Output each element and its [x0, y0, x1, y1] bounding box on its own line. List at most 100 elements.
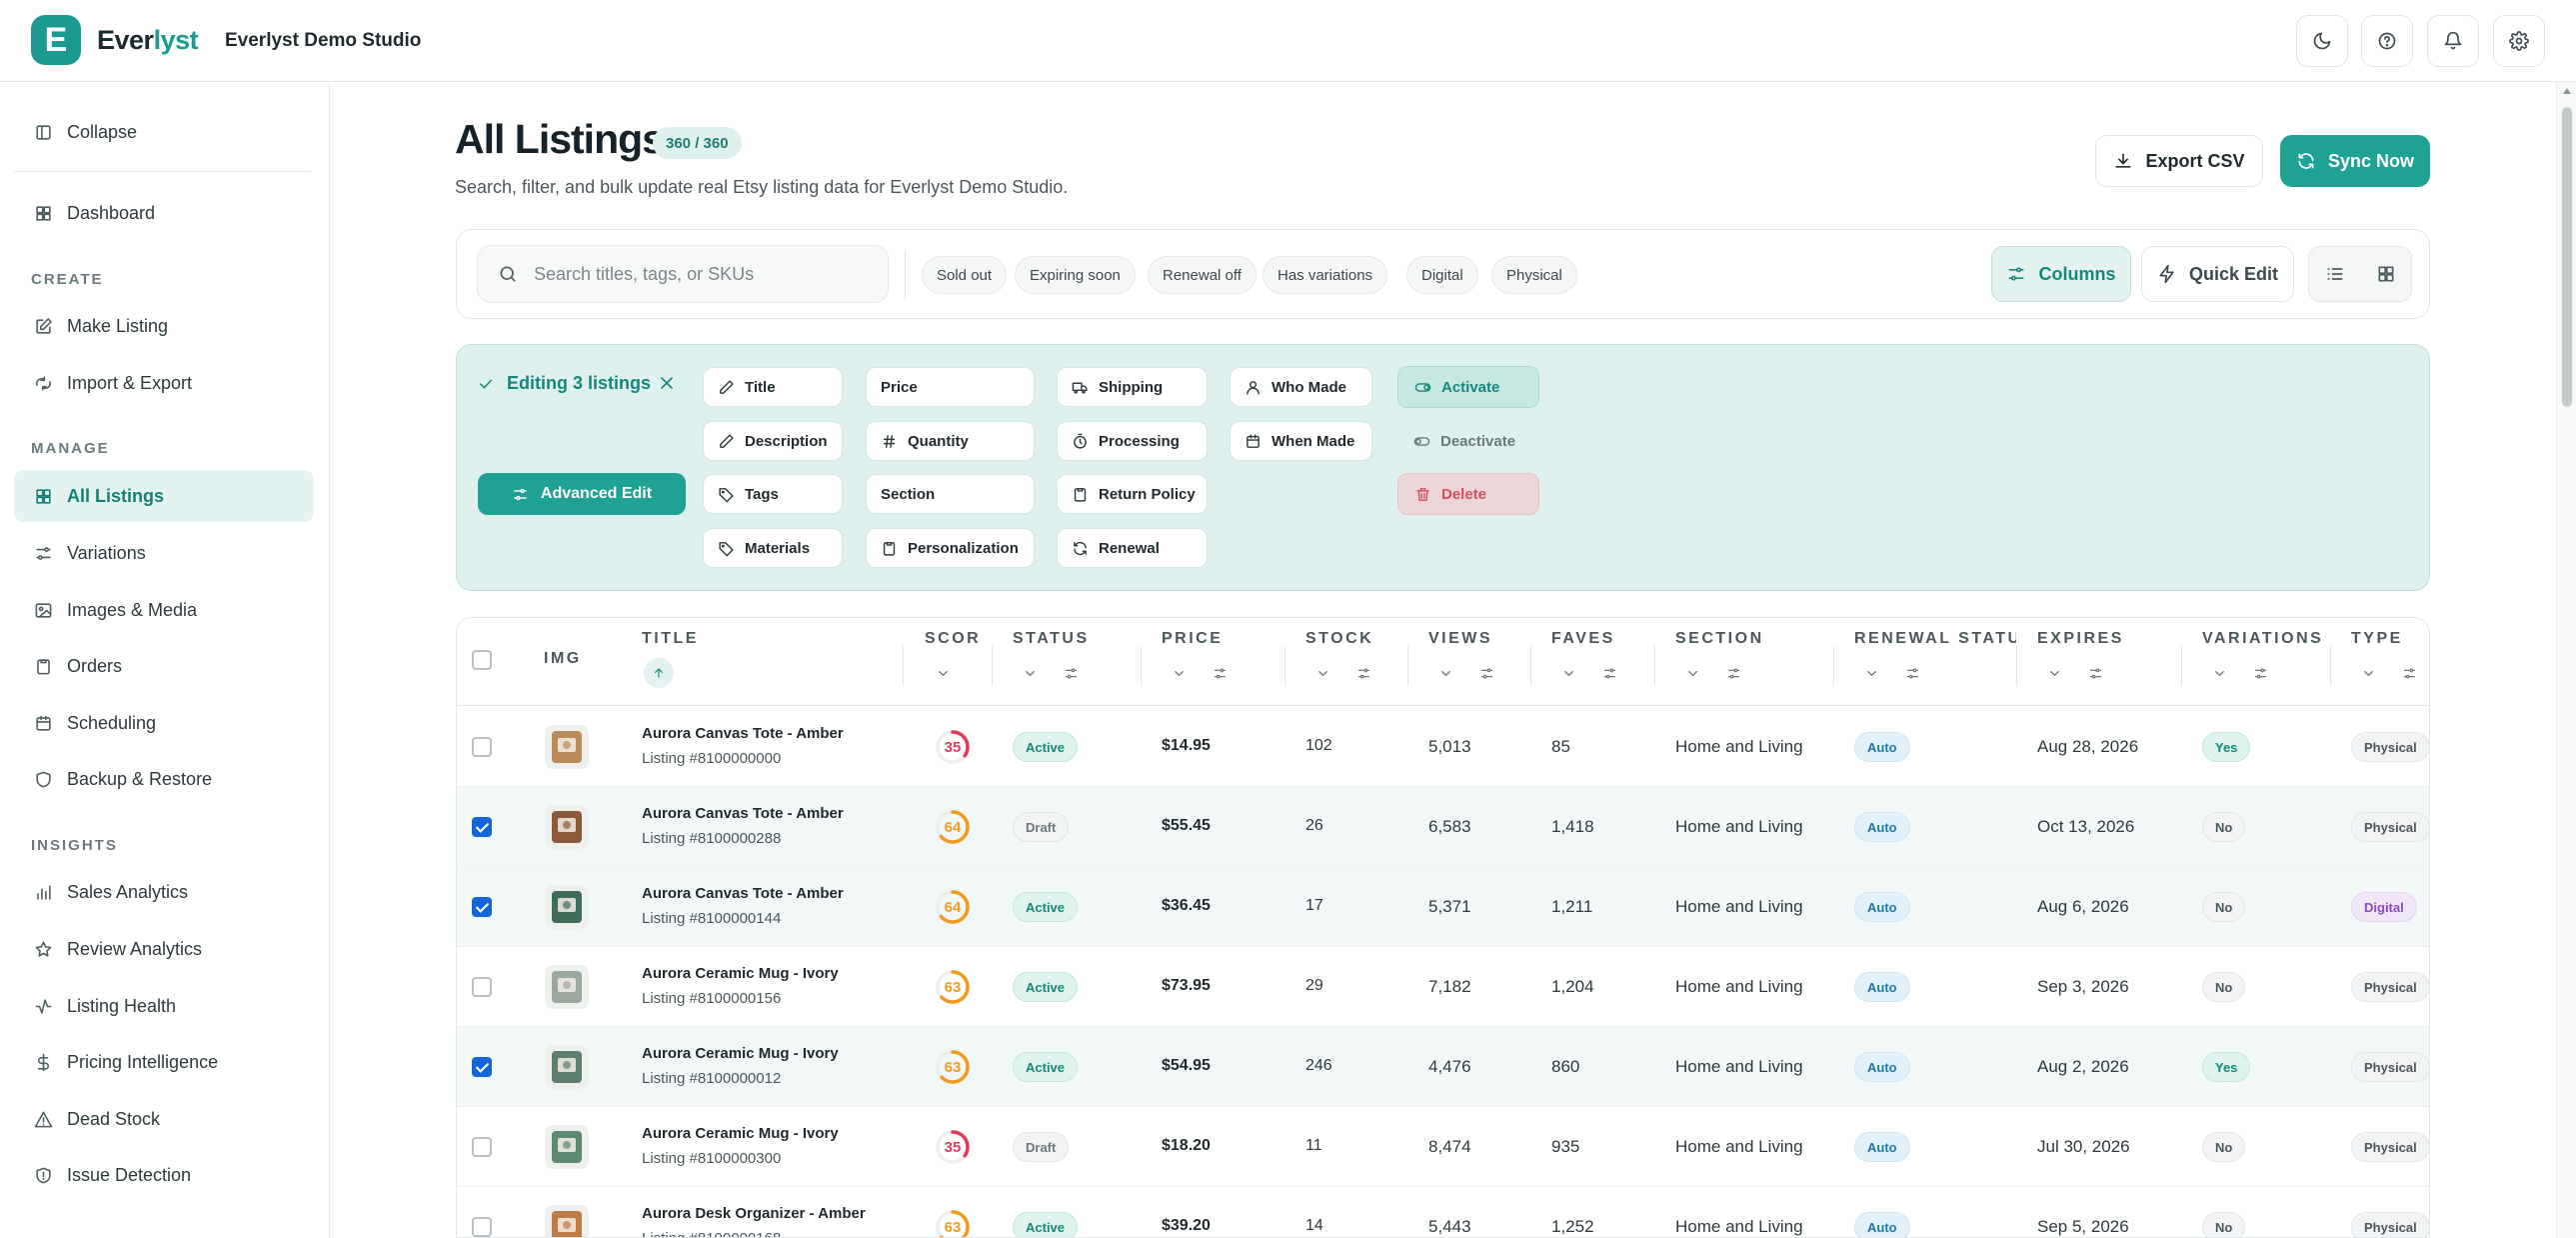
list-view-button[interactable]	[2309, 247, 2360, 301]
column-header-title[interactable]: TITLE	[642, 630, 699, 647]
chevron-down-icon[interactable]	[2047, 666, 2062, 681]
bulk-field-title[interactable]: Title	[703, 367, 843, 407]
stock-cell[interactable]: 11	[1305, 1137, 1322, 1154]
filter-sliders-icon[interactable]	[2088, 666, 2103, 681]
sidebar-item-sales-analytics[interactable]: Sales Analytics	[14, 866, 314, 918]
advanced-edit-button[interactable]: Advanced Edit	[478, 473, 686, 515]
bulk-field-renewal[interactable]: Renewal	[1057, 528, 1208, 568]
delete-button[interactable]: Delete	[1397, 473, 1539, 515]
sidebar-item-images-media[interactable]: Images & Media	[14, 584, 314, 636]
chevron-down-icon[interactable]	[1561, 666, 1576, 681]
help-button[interactable]	[2361, 15, 2413, 67]
listing-thumbnail[interactable]	[545, 1125, 589, 1169]
section-cell[interactable]: Home and Living	[1675, 1217, 1803, 1236]
sidebar-item-all-listings[interactable]: All Listings	[14, 470, 314, 522]
filter-sliders-icon[interactable]	[1602, 666, 1617, 681]
bulk-field-description[interactable]: Description	[703, 421, 843, 461]
filter-chip-has-variations[interactable]: Has variations	[1263, 256, 1388, 294]
sidebar-item-issue-detection[interactable]: Issue Detection	[14, 1149, 314, 1201]
grid-view-button[interactable]	[2360, 247, 2411, 301]
sidebar-item-scheduling[interactable]: Scheduling	[14, 697, 314, 749]
filter-sliders-icon[interactable]	[1479, 666, 1494, 681]
column-header-price[interactable]: PRICE	[1162, 630, 1224, 647]
column-header-variations[interactable]: VARIATIONS	[2202, 630, 2324, 647]
filter-chip-sold-out[interactable]: Sold out	[922, 256, 1008, 294]
filter-sliders-icon[interactable]	[1356, 666, 1371, 681]
bulk-field-return-policy[interactable]: Return Policy	[1057, 474, 1208, 514]
section-cell[interactable]: Home and Living	[1675, 1137, 1803, 1156]
select-all-checkbox[interactable]	[472, 650, 492, 670]
row-checkbox[interactable]	[472, 737, 492, 757]
price-cell[interactable]: $73.95	[1162, 977, 1211, 994]
price-cell[interactable]: $14.95	[1162, 737, 1211, 754]
column-header-section[interactable]: SECTION	[1675, 630, 1764, 647]
export-csv-button[interactable]: Export CSV	[2095, 135, 2263, 187]
chevron-down-icon[interactable]	[1685, 666, 1700, 681]
bulk-field-when-made[interactable]: When Made	[1230, 421, 1372, 461]
columns-button[interactable]: Columns	[1991, 246, 2131, 302]
listing-thumbnail[interactable]	[545, 1045, 589, 1089]
settings-button[interactable]	[2493, 15, 2545, 67]
stock-cell[interactable]: 14	[1305, 1217, 1323, 1234]
listing-title[interactable]: Aurora Ceramic Mug - Ivory	[642, 1125, 839, 1142]
table-row[interactable]: Aurora Ceramic Mug - Ivory Listing #81000…	[457, 947, 2429, 1027]
filter-sliders-icon[interactable]	[2253, 666, 2268, 681]
price-cell[interactable]: $55.45	[1162, 817, 1211, 834]
table-row[interactable]: Aurora Canvas Tote - Amber Listing #81000…	[457, 707, 2429, 787]
filter-chip-renewal-off[interactable]: Renewal off	[1148, 256, 1257, 294]
chevron-down-icon[interactable]	[1438, 666, 1453, 681]
table-row[interactable]: Aurora Canvas Tote - Amber Listing #81000…	[457, 787, 2429, 867]
scrollbar-thumb[interactable]	[2562, 107, 2572, 407]
chevron-down-icon[interactable]	[936, 666, 951, 681]
chevron-down-icon[interactable]	[1315, 666, 1330, 681]
quick-edit-button[interactable]: Quick Edit	[2141, 246, 2294, 302]
sidebar-item-review-analytics[interactable]: Review Analytics	[14, 923, 314, 975]
sidebar-item-backup-restore[interactable]: Backup & Restore	[14, 753, 314, 805]
row-checkbox[interactable]	[472, 1057, 492, 1077]
column-header-faves[interactable]: FAVES	[1551, 630, 1615, 647]
column-header-renewal-status[interactable]: RENEWAL STATUS	[1854, 630, 2016, 647]
row-checkbox[interactable]	[472, 897, 492, 917]
sidebar-item-pricing-intelligence[interactable]: Pricing Intelligence	[14, 1036, 314, 1088]
stock-cell[interactable]: 17	[1305, 897, 1323, 914]
theme-toggle-button[interactable]	[2296, 15, 2348, 67]
bulk-field-who-made[interactable]: Who Made	[1230, 367, 1372, 407]
stock-cell[interactable]: 246	[1305, 1057, 1332, 1074]
stock-cell[interactable]: 102	[1305, 737, 1332, 754]
filter-sliders-icon[interactable]	[1905, 666, 1920, 681]
column-header-score[interactable]: SCORE	[925, 630, 981, 647]
bulk-field-shipping[interactable]: Shipping	[1057, 367, 1208, 407]
search-input[interactable]	[534, 263, 864, 285]
table-row[interactable]: Aurora Desk Organizer - Amber Listing #81…	[457, 1187, 2429, 1237]
price-cell[interactable]: $54.95	[1162, 1057, 1211, 1074]
section-cell[interactable]: Home and Living	[1675, 817, 1803, 836]
price-cell[interactable]: $39.20	[1162, 1217, 1211, 1234]
bulk-field-materials[interactable]: Materials	[703, 528, 843, 568]
filter-chip-physical[interactable]: Physical	[1491, 256, 1577, 294]
table-row[interactable]: Aurora Ceramic Mug - Ivory Listing #81000…	[457, 1107, 2429, 1187]
listing-title[interactable]: Aurora Canvas Tote - Amber	[642, 725, 844, 742]
close-bulk-edit-button[interactable]	[657, 373, 677, 393]
price-cell[interactable]: $36.45	[1162, 897, 1211, 914]
app-logo[interactable]: E	[31, 15, 81, 65]
row-checkbox[interactable]	[472, 1137, 492, 1157]
column-header-type[interactable]: TYPE	[2351, 630, 2403, 647]
chevron-down-icon[interactable]	[2212, 666, 2227, 681]
listing-title[interactable]: Aurora Ceramic Mug - Ivory	[642, 965, 839, 982]
bulk-field-tags[interactable]: Tags	[703, 474, 843, 514]
deactivate-button[interactable]: Deactivate	[1397, 420, 1539, 462]
section-cell[interactable]: Home and Living	[1675, 1057, 1803, 1076]
listing-title[interactable]: Aurora Canvas Tote - Amber	[642, 805, 844, 822]
sidebar-item-dead-stock[interactable]: Dead Stock	[14, 1093, 314, 1145]
bulk-field-price[interactable]: Price	[866, 367, 1035, 407]
filter-sliders-icon[interactable]	[1213, 666, 1228, 681]
sidebar-collapse-button[interactable]: Collapse	[14, 106, 314, 158]
sidebar-item-variations[interactable]: Variations	[14, 527, 314, 579]
section-cell[interactable]: Home and Living	[1675, 737, 1803, 756]
chevron-down-icon[interactable]	[1864, 666, 1879, 681]
sidebar-item-make-listing[interactable]: Make Listing	[14, 300, 314, 352]
row-checkbox[interactable]	[472, 1217, 492, 1237]
column-header-status[interactable]: STATUS	[1013, 630, 1090, 647]
listing-thumbnail[interactable]	[545, 725, 589, 769]
listing-thumbnail[interactable]	[545, 1205, 589, 1237]
